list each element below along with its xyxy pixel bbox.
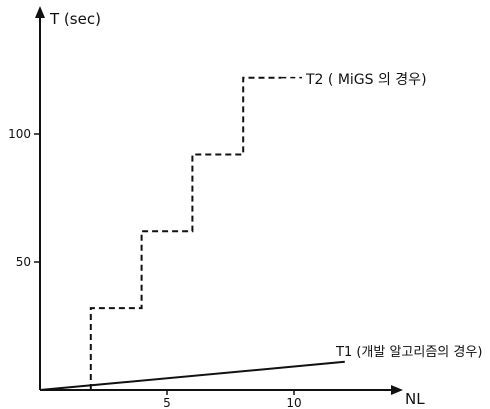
y-tick-label-100: 100 — [8, 127, 31, 141]
y-axis — [35, 6, 45, 390]
x-axis-arrow — [391, 385, 403, 395]
x-axis — [40, 385, 403, 395]
x-tick-label-5: 5 — [163, 396, 171, 409]
series-label-t2: T2 ( MiGS 의 경우) — [305, 72, 427, 88]
x-axis-label: NL — [405, 390, 425, 408]
y-tick-label-50: 50 — [16, 255, 31, 269]
x-tick-label-10: 10 — [286, 396, 301, 409]
series-line-t1 — [39, 360, 345, 391]
series-label-t1: T1 (개발 알고리즘의 경우) — [335, 345, 482, 360]
series-line-t2 — [89, 76, 282, 390]
series-group — [39, 76, 345, 391]
y-axis-arrow — [35, 6, 45, 18]
y-axis-label: T (sec) — [49, 10, 101, 28]
axis-ticks: 50 100 5 10 — [8, 127, 302, 409]
